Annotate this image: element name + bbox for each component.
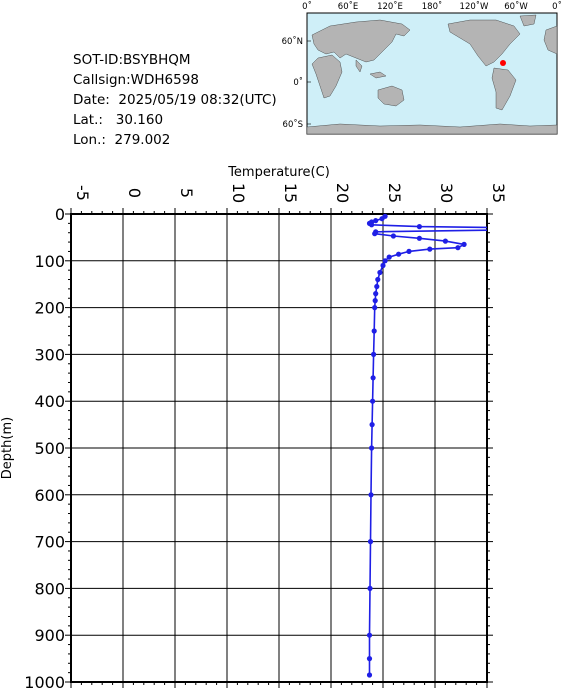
temperature-profile-point	[416, 235, 422, 241]
y-tick-label: 800	[34, 579, 65, 598]
longitude-label: Lon.: 279.002	[73, 132, 171, 148]
temperature-profile-point	[373, 291, 379, 297]
temperature-profile-point	[366, 656, 373, 662]
map-longitude-label: 0˚	[302, 1, 312, 12]
y-tick-label: 400	[34, 392, 65, 411]
map-graticule	[307, 40, 311, 125]
temperature-profile-point	[386, 254, 392, 260]
temperature-profile-point	[379, 216, 385, 222]
temperature-profile-point	[369, 422, 375, 428]
temperature-profile-line	[368, 215, 487, 675]
temperature-profile-point	[396, 251, 402, 257]
temperature-profile-point	[427, 246, 433, 252]
x-tick-label: 20	[333, 183, 352, 203]
y-tick-label: 600	[34, 486, 65, 505]
latitude-label: Lat.: 30.160	[73, 112, 164, 128]
temperature-profile-point	[369, 222, 375, 228]
map-longitude-label: 180˚	[422, 1, 442, 12]
temperature-profile-point	[368, 492, 374, 498]
y-tick-label: 900	[34, 626, 65, 645]
temperature-profile-point	[373, 218, 379, 224]
x-axis-label: Temperature(C)	[227, 165, 330, 180]
temperature-profile-point	[461, 241, 467, 247]
temperature-profile-point	[442, 238, 448, 244]
x-tick-label: 0	[125, 188, 144, 198]
temperature-profile-point	[369, 445, 375, 451]
map-latitude-label: 60˚N	[282, 36, 303, 47]
temperature-profile-point	[382, 258, 388, 264]
x-tick-label: 15	[281, 183, 300, 203]
temperature-profile-point	[455, 245, 461, 251]
y-tick-label: 700	[34, 533, 65, 552]
float-position-marker	[500, 60, 506, 66]
float-info-panel: SOT-ID:BSYBHQM Callsign:WDH6598 Date: 20…	[73, 50, 277, 150]
map-latitude-label: 60˚S	[283, 119, 303, 130]
temperature-profile-point	[366, 632, 373, 638]
y-tick-label: 100	[34, 252, 65, 271]
x-tick-label: -5	[73, 185, 92, 201]
location-map: 0˚ 60˚E 120˚E 180˚ 120˚W 60˚W 0˚ 60˚N 0˚ 60˚S	[282, 1, 562, 135]
temperature-profile-point	[371, 328, 377, 334]
callsign-label: Callsign:WDH6598	[73, 72, 199, 88]
y-axis-label: Depth(m)	[0, 417, 15, 479]
x-tick-label: 25	[385, 183, 404, 203]
map-longitude-label: 120˚E	[377, 1, 403, 12]
y-tick-label: 200	[34, 299, 65, 318]
temperature-profile-point	[375, 276, 381, 283]
x-tick-label: 10	[229, 183, 248, 203]
temperature-profile-point	[372, 305, 378, 311]
map-longitude-label: 120˚W	[460, 1, 489, 12]
date-label: Date: 2025/05/19 08:32(UTC)	[73, 92, 277, 108]
temperature-profile-point	[406, 248, 412, 254]
plot-frame	[70, 213, 488, 683]
temperature-profile-point	[370, 375, 376, 381]
map-longitude-label: 60˚W	[504, 1, 528, 12]
temperature-profile-point	[366, 672, 373, 678]
temperature-profile	[366, 213, 487, 678]
y-tick-label: 300	[34, 345, 65, 364]
x-tick-label: 30	[437, 183, 456, 203]
chart-grid	[70, 213, 488, 683]
sot-id-label: SOT-ID:BSYBHQM	[73, 52, 191, 68]
temperature-profile-point	[370, 398, 376, 404]
temperature-profile-point	[367, 585, 373, 592]
temperature-profile-point	[380, 262, 386, 269]
map-latitude-label: 0˚	[293, 77, 303, 88]
x-tick-label: 5	[177, 188, 196, 198]
map-land	[306, 14, 558, 135]
x-tick-label: 35	[489, 183, 508, 203]
map-longitude-label: 0˚	[552, 1, 562, 12]
temperature-profile-point	[390, 233, 396, 239]
y-tick-label: 500	[34, 439, 65, 458]
temperature-profile-point	[374, 283, 380, 290]
temperature-profile-point	[372, 231, 378, 237]
temperature-profile-point	[377, 269, 383, 276]
y-tick-label: 1000	[24, 673, 65, 690]
temperature-profile-point	[371, 351, 377, 357]
temperature-profile-point	[416, 224, 422, 230]
map-longitude-label: 60˚E	[338, 1, 358, 12]
temperature-profile-point	[372, 298, 378, 304]
temperature-profile-point	[367, 539, 374, 545]
y-tick-label: 0	[55, 205, 65, 224]
